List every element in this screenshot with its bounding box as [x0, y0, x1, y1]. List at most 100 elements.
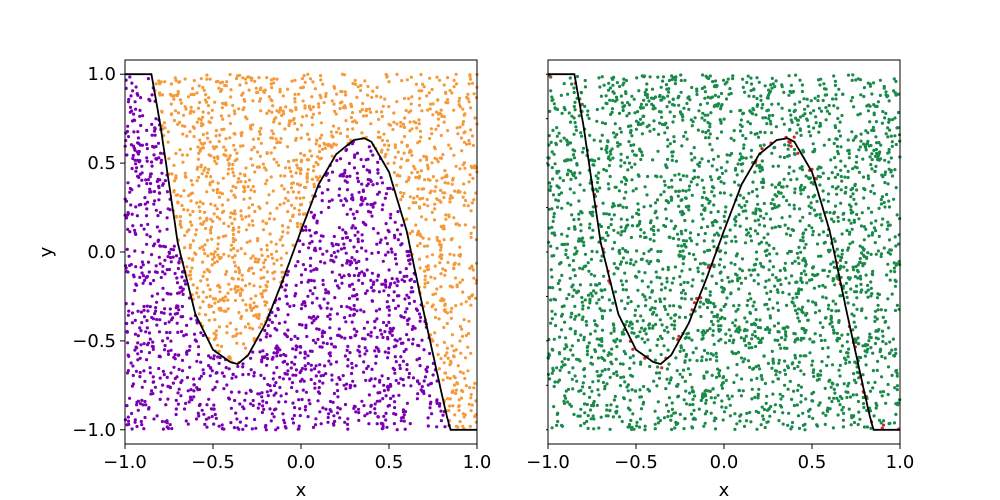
point-below [306, 280, 310, 284]
point-below [257, 392, 261, 396]
point-above [472, 225, 476, 229]
point-correct [583, 85, 588, 89]
point-below [169, 292, 173, 296]
point-below [295, 389, 299, 393]
point-below [337, 226, 341, 230]
point-above [443, 169, 447, 173]
point-above [204, 174, 208, 178]
point-correct [719, 337, 723, 341]
point-above [170, 172, 174, 176]
point-correct [586, 293, 591, 297]
point-correct [607, 187, 611, 191]
point-below [281, 412, 285, 416]
point-below [158, 262, 162, 266]
point-correct [751, 180, 755, 184]
point-below [347, 273, 351, 277]
point-below [376, 415, 380, 419]
point-correct [744, 136, 748, 141]
point-below [417, 356, 422, 361]
point-below [275, 354, 279, 358]
point-correct [592, 427, 596, 431]
point-below [359, 308, 363, 312]
point-below [154, 309, 158, 313]
point-above [205, 100, 209, 104]
point-below [138, 375, 142, 379]
point-below [317, 327, 321, 331]
point-above [202, 141, 206, 145]
point-below [145, 159, 149, 163]
point-above [395, 72, 399, 76]
point-correct [789, 178, 793, 182]
point-above [214, 128, 218, 133]
point-correct [827, 112, 832, 116]
point-below [357, 271, 361, 276]
point-above [240, 288, 244, 292]
point-correct [762, 201, 766, 206]
point-correct [582, 265, 586, 269]
point-below [139, 96, 143, 100]
point-correct [786, 325, 790, 329]
point-below [291, 401, 295, 405]
point-above [264, 168, 268, 172]
point-below [292, 413, 296, 418]
point-above [460, 149, 464, 153]
point-below [169, 260, 173, 264]
point-correct [796, 256, 800, 260]
point-above [442, 325, 446, 330]
point-above [458, 339, 462, 343]
point-below [144, 214, 149, 218]
point-above [295, 127, 300, 131]
point-below [345, 259, 349, 263]
point-correct [607, 367, 611, 371]
point-correct [709, 210, 713, 214]
point-correct [605, 382, 609, 386]
point-correct [691, 351, 695, 355]
point-correct [836, 116, 840, 121]
point-above [308, 149, 312, 153]
point-below [356, 230, 360, 234]
point-above [251, 99, 255, 103]
point-correct [844, 281, 849, 285]
point-correct [630, 178, 634, 182]
point-below [296, 336, 300, 341]
point-below [169, 371, 173, 375]
point-below [389, 247, 393, 251]
point-below [289, 366, 293, 370]
point-above [268, 211, 272, 215]
point-correct [681, 239, 686, 243]
point-above [239, 247, 243, 251]
point-above [236, 180, 240, 184]
point-above [418, 241, 422, 246]
point-correct [626, 406, 631, 410]
point-correct [699, 314, 703, 319]
point-above [305, 114, 309, 118]
point-above [211, 219, 215, 223]
point-below [126, 341, 130, 345]
point-above [441, 153, 445, 157]
point-correct [588, 395, 592, 399]
point-correct [572, 86, 576, 90]
point-above [463, 130, 467, 134]
point-correct [580, 300, 584, 304]
point-above [292, 158, 296, 163]
point-correct [658, 276, 662, 280]
point-below [167, 267, 172, 272]
point-correct [884, 308, 888, 312]
point-correct [782, 155, 787, 160]
point-correct [708, 125, 712, 129]
point-correct [887, 326, 891, 330]
point-correct [680, 269, 684, 273]
point-above [205, 73, 209, 77]
point-above [417, 257, 421, 261]
point-below [345, 175, 349, 179]
point-above [213, 318, 217, 322]
point-correct [874, 135, 878, 139]
point-above [194, 252, 198, 256]
point-correct [623, 352, 628, 356]
point-below [294, 368, 298, 372]
point-below [299, 280, 304, 284]
point-correct [718, 191, 723, 195]
point-correct [765, 394, 769, 398]
point-below [376, 250, 380, 255]
point-above [275, 77, 279, 81]
